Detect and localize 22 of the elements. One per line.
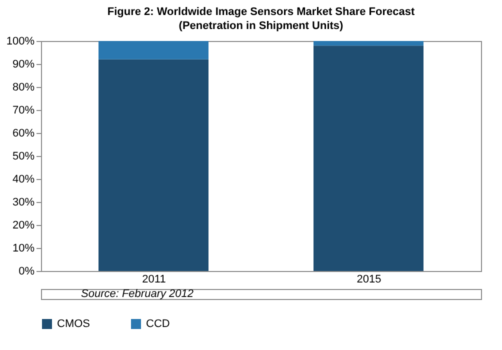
y-tick-label: 90% xyxy=(12,58,35,70)
x-tick-label: 2011 xyxy=(142,274,166,286)
bar xyxy=(314,46,424,271)
y-tick-label: 50% xyxy=(12,150,35,162)
y-tick-label: 10% xyxy=(12,242,35,254)
y-tick-label: 20% xyxy=(12,220,35,232)
legend-label: CCD xyxy=(146,318,170,330)
y-tick-label: 40% xyxy=(12,174,35,186)
y-tick-label: 60% xyxy=(12,128,35,140)
y-tick-label: 70% xyxy=(12,104,35,116)
y-tick-label: 100% xyxy=(6,36,35,48)
chart-title: Figure 2: Worldwide Image Sensors Market Share Forecast xyxy=(107,6,415,18)
legend-label: CMOS xyxy=(57,318,90,330)
y-tick-label: 80% xyxy=(12,82,35,94)
bar xyxy=(314,41,424,46)
x-tick-label: 2015 xyxy=(356,274,382,286)
bar xyxy=(98,41,208,60)
source-note: Source: February 2012 xyxy=(81,288,194,300)
bar xyxy=(98,59,208,271)
y-tick-label: 30% xyxy=(12,196,35,208)
y-tick-label: 0% xyxy=(18,266,35,278)
chart-subtitle: (Penetration in Shipment Units) xyxy=(178,20,344,32)
